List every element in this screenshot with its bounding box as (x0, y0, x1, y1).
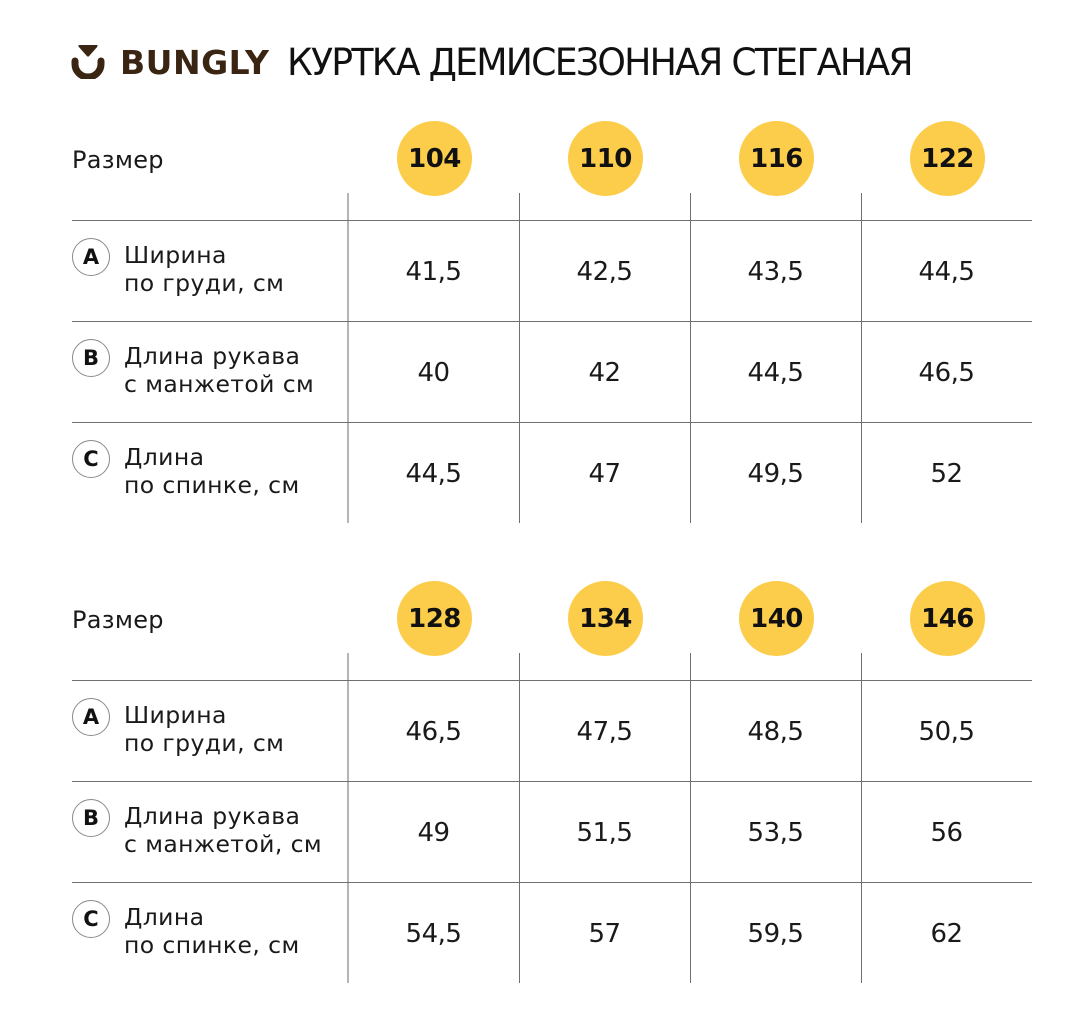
size-table-2: Размер 128 134 140 146 A Ширина по груди… (72, 580, 1032, 984)
product-title: КУРТКА ДЕМИСЕЗОННАЯ СТЕГАНАЯ (287, 40, 914, 84)
table-cell: 44,5 (405, 458, 462, 489)
table-cell: 59,5 (747, 918, 804, 949)
size-badge: 134 (568, 581, 643, 656)
size-badge: 140 (739, 581, 814, 656)
table-cell: 50,5 (918, 716, 975, 747)
column-divider (519, 193, 520, 523)
table-cell: 43,5 (747, 256, 804, 287)
row-divider (72, 680, 1032, 681)
row-label-text: Длина рукава с манжетой, см (124, 802, 322, 858)
row-label-line1: Длина (124, 443, 205, 471)
letter-badge: A (72, 698, 110, 736)
size-badge: 116 (739, 121, 814, 196)
table-cell: 56 (930, 817, 963, 848)
row-label-text: Длина по спинке, см (124, 903, 300, 959)
row-divider (72, 220, 1032, 221)
row-divider (72, 781, 1032, 782)
row-label-text: Ширина по груди, см (124, 701, 284, 757)
table-cell: 51,5 (576, 817, 633, 848)
row-label-text: Ширина по груди, см (124, 241, 284, 297)
table-cell: 44,5 (918, 256, 975, 287)
row-label-sleeve-length: B Длина рукава с манжетой, см (72, 782, 342, 883)
letter-badge: C (72, 900, 110, 938)
row-label-line1: Длина рукава (124, 802, 301, 830)
letter-badge: A (72, 238, 110, 276)
table-cell: 47 (588, 458, 621, 489)
column-divider (347, 193, 349, 523)
row-label-back-length: C Длина по спинке, см (72, 423, 342, 524)
column-divider (519, 653, 520, 983)
table-cell: 53,5 (747, 817, 804, 848)
row-label-text: Длина по спинке, см (124, 443, 300, 499)
row-label-line1: Длина рукава (124, 342, 301, 370)
table-cell: 57 (588, 918, 621, 949)
bungly-logo-icon (71, 45, 105, 79)
table-cell: 40 (417, 357, 450, 388)
row-label-line1: Ширина (124, 241, 227, 269)
column-divider (861, 193, 862, 523)
row-label-line2: с манжетой, см (124, 830, 323, 858)
row-divider (72, 422, 1032, 423)
row-label-line2: с манжетой см (124, 370, 315, 398)
table-cell: 41,5 (405, 256, 462, 287)
row-label-line2: по груди, см (124, 729, 285, 757)
row-label-text: Длина рукава с манжетой см (124, 342, 314, 398)
letter-badge: B (72, 799, 110, 837)
size-badge: 104 (397, 121, 472, 196)
table-cell: 42,5 (576, 256, 633, 287)
size-badge: 146 (910, 581, 985, 656)
table-cell: 47,5 (576, 716, 633, 747)
letter-badge: C (72, 440, 110, 478)
row-divider (72, 321, 1032, 322)
size-badge: 122 (910, 121, 985, 196)
column-divider (861, 653, 862, 983)
column-divider (347, 653, 349, 983)
table-cell: 44,5 (747, 357, 804, 388)
size-badge: 110 (568, 121, 643, 196)
table-cell: 46,5 (918, 357, 975, 388)
table-cell: 48,5 (747, 716, 804, 747)
header: BUNGLY КУРТКА ДЕМИСЕЗОННАЯ СТЕГАНАЯ (70, 36, 925, 88)
row-label-back-length: C Длина по спинке, см (72, 883, 342, 984)
row-label-chest-width: A Ширина по груди, см (72, 681, 342, 782)
row-label-sleeve-length: B Длина рукава с манжетой см (72, 322, 342, 423)
table-cell: 42 (588, 357, 621, 388)
table-cell: 62 (930, 918, 963, 949)
row-label-line1: Ширина (124, 701, 227, 729)
row-label-line2: по груди, см (124, 269, 285, 297)
table-cell: 49 (417, 817, 450, 848)
size-label: Размер (72, 146, 164, 174)
row-label-chest-width: A Ширина по груди, см (72, 221, 342, 322)
row-divider (72, 882, 1032, 883)
table-cell: 54,5 (405, 918, 462, 949)
row-label-line1: Длина (124, 903, 205, 931)
table-cell: 46,5 (405, 716, 462, 747)
row-label-line2: по спинке, см (124, 931, 300, 959)
brand-name: BUNGLY (120, 42, 270, 82)
size-table-1: Размер 104 110 116 122 A Ширина по груди… (72, 120, 1032, 524)
row-label-line2: по спинке, см (124, 471, 300, 499)
column-divider (690, 193, 691, 523)
column-divider (690, 653, 691, 983)
table-cell: 52 (930, 458, 963, 489)
size-label: Размер (72, 606, 164, 634)
size-badge: 128 (397, 581, 472, 656)
table-cell: 49,5 (747, 458, 804, 489)
letter-badge: B (72, 339, 110, 377)
